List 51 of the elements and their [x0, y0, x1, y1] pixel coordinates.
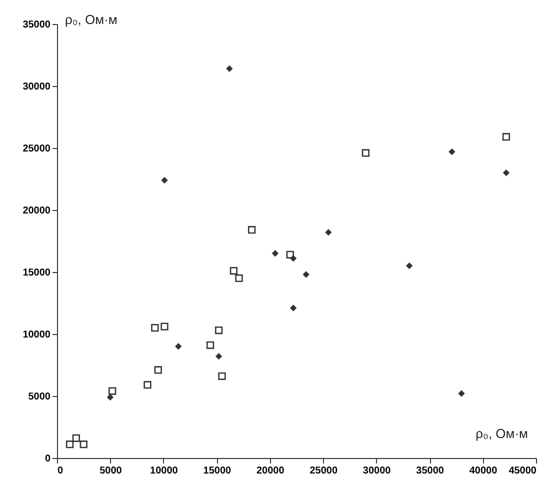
- point: [80, 440, 88, 448]
- point: [290, 304, 297, 312]
- y-tick-label: 10000: [22, 330, 51, 340]
- point: [215, 352, 222, 360]
- point: [160, 322, 168, 330]
- x-tick-label: 10000: [150, 466, 178, 476]
- point: [272, 250, 279, 257]
- y-tick-label: 25000: [22, 144, 51, 154]
- y-tick-label: 5000: [28, 392, 51, 402]
- point: [174, 343, 182, 350]
- point: [154, 366, 162, 374]
- y-tick-label: 30000: [22, 82, 51, 92]
- point: [406, 262, 413, 270]
- point: [235, 274, 243, 282]
- point: [248, 226, 256, 234]
- y-tick-label: 35000: [22, 20, 51, 30]
- point: [66, 440, 74, 448]
- x-tick-label: 35000: [416, 466, 444, 476]
- x-tick-label: 30000: [362, 466, 392, 476]
- point: [72, 434, 80, 442]
- point: [302, 271, 310, 278]
- point: [108, 387, 116, 395]
- point: [230, 266, 238, 275]
- point: [458, 390, 465, 397]
- point: [502, 169, 510, 176]
- x-axis-title: ρ₀, Ом·м: [476, 426, 528, 441]
- y-tick-label: 15000: [22, 268, 51, 278]
- point: [290, 255, 297, 262]
- point: [325, 228, 332, 236]
- point: [214, 326, 223, 334]
- x-tick-label: 45000: [508, 466, 537, 476]
- y-tick-label: 0: [44, 454, 51, 464]
- point: [206, 341, 214, 349]
- point: [502, 133, 510, 141]
- point: [151, 324, 159, 332]
- x-tick-label: 40000: [469, 466, 498, 476]
- point: [144, 381, 152, 389]
- point: [286, 250, 294, 258]
- x-tick-label: 5000: [100, 466, 122, 476]
- point: [106, 394, 114, 401]
- y-axis-title: ρ₀, Ом·м: [65, 12, 118, 27]
- x-tick-label: 15000: [203, 466, 232, 476]
- x-tick-label: 20000: [256, 466, 285, 476]
- point: [226, 65, 233, 72]
- point: [161, 176, 168, 184]
- x-tick-label: 25000: [310, 466, 338, 476]
- point: [362, 149, 370, 157]
- point: [448, 148, 456, 156]
- y-tick-label: 20000: [22, 206, 51, 216]
- point: [218, 372, 226, 380]
- x-tick-label: 0: [58, 466, 64, 476]
